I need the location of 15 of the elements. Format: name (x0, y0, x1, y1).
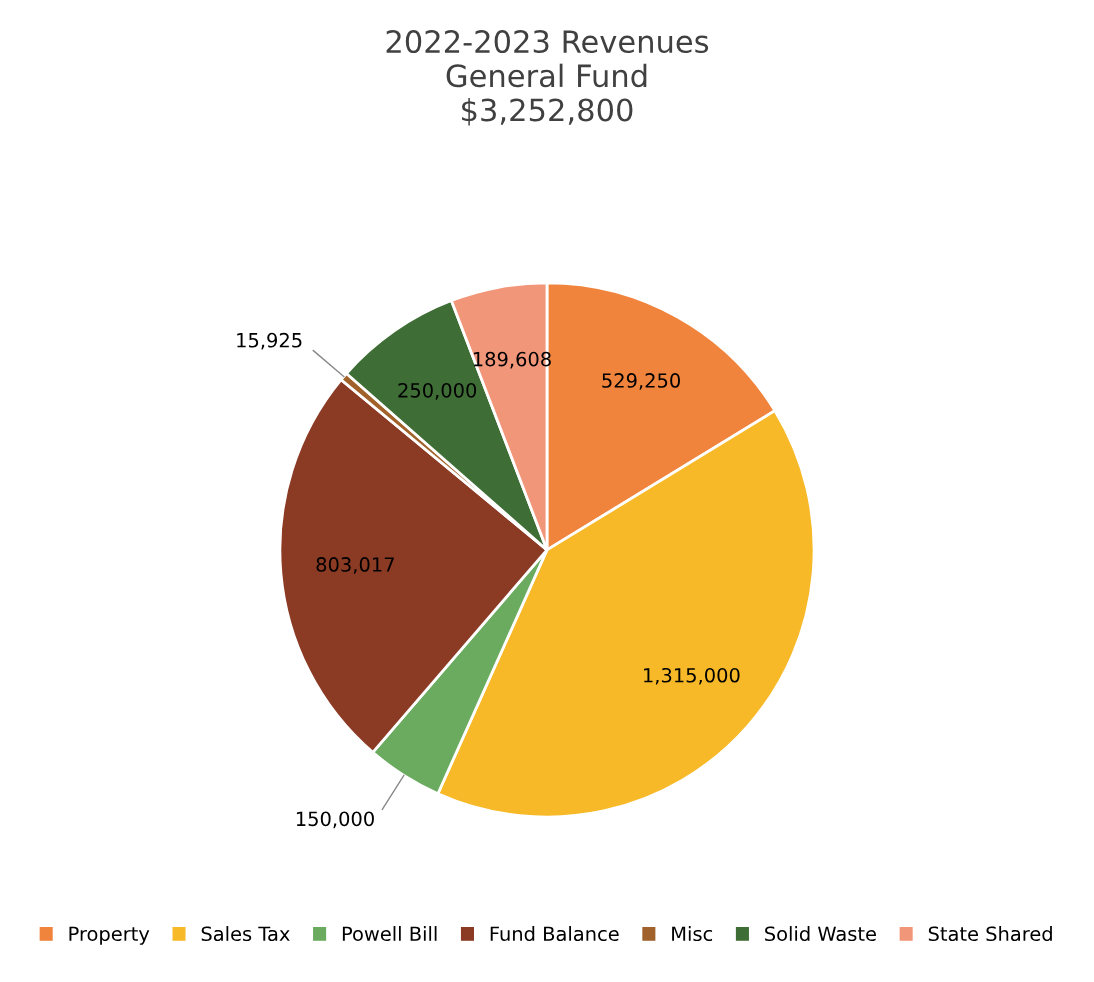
data-label: 15,925 (237, 332, 302, 350)
legend-label: Property (69, 926, 150, 945)
legend-label: Solid Waste (765, 926, 876, 942)
legend-label: Sales Tax (201, 926, 290, 942)
data-label: 189,608 (473, 351, 551, 369)
legend-label: Powell Bill (342, 926, 437, 942)
data-label: 803,017 (316, 557, 394, 574)
data-label: 1,315,000 (644, 667, 740, 685)
legend-label: Fund Balance (490, 926, 619, 942)
chart-title: 2022-2023 Revenues General Fund $3,252,800 (386, 30, 709, 126)
data-label: 150,000 (296, 811, 374, 829)
data-label: 529,250 (602, 373, 680, 390)
legend-label: State Shared (928, 926, 1052, 942)
legend-label: Misc (672, 926, 713, 942)
data-label: 250,000 (398, 382, 477, 400)
